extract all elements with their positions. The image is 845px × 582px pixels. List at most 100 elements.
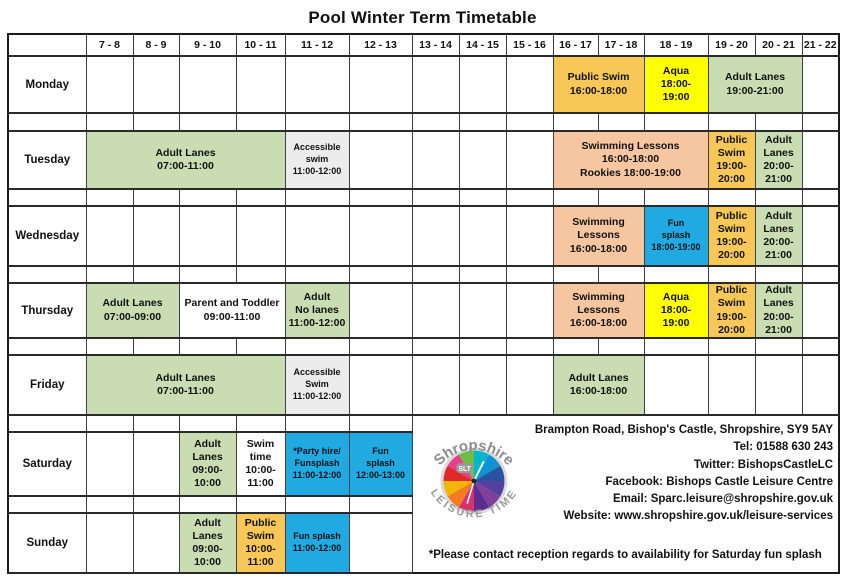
spacer-cell	[132, 265, 180, 284]
time-header: 16 - 17	[552, 33, 599, 57]
footnote: *Please contact reception regards to ava…	[428, 549, 822, 561]
empty-cell	[284, 205, 350, 267]
spacer-cell	[85, 188, 134, 207]
spacer-cell	[132, 495, 180, 514]
spacer-cell	[801, 188, 840, 207]
spacer-cell	[178, 112, 237, 132]
spacer-cell	[235, 495, 286, 514]
contact-website: Website: www.shropshire.gov.uk/leisure-s…	[563, 510, 834, 523]
spacer-cell	[597, 337, 645, 356]
empty-cell	[505, 55, 554, 114]
empty-cell	[132, 55, 180, 114]
time-header: 10 - 11	[235, 33, 286, 57]
spacer-cell	[85, 414, 134, 433]
spacer-cell	[801, 337, 840, 356]
spacer-cell	[458, 265, 507, 284]
empty-cell	[132, 205, 180, 267]
empty-cell	[348, 354, 413, 416]
spacer-cell	[235, 265, 286, 284]
empty-cell	[411, 55, 460, 114]
spacer-cell	[178, 414, 237, 433]
spacer-cell	[643, 265, 709, 284]
spacer-cell	[7, 265, 87, 284]
spacer-cell	[284, 337, 350, 356]
time-header: 18 - 19	[643, 33, 709, 57]
time-header: 15 - 16	[505, 33, 554, 57]
spacer-cell	[348, 112, 413, 132]
spacer-cell	[411, 112, 460, 132]
empty-cell	[458, 282, 507, 339]
empty-cell	[707, 354, 756, 416]
spacer-cell	[178, 265, 237, 284]
empty-cell	[235, 55, 286, 114]
spacer-cell	[7, 188, 87, 207]
empty-cell	[458, 354, 507, 416]
spacer-cell	[7, 337, 87, 356]
time-header: 17 - 18	[597, 33, 645, 57]
spacer-cell	[7, 414, 87, 433]
event-cell: Adult Lanes 20:00- 21:00	[754, 205, 803, 267]
event-cell: Adult Lanes 07:00-11:00	[85, 354, 286, 416]
contact-facebook: Facebook: Bishops Castle Leisure Centre	[605, 475, 833, 488]
spacer-cell	[643, 112, 709, 132]
spacer-cell	[801, 112, 840, 132]
empty-cell	[458, 205, 507, 267]
event-cell: Swimming Lessons 16:00-18:00 Rookies 18:…	[552, 130, 709, 190]
spacer-cell	[707, 337, 756, 356]
event-cell: Swim time 10:00- 11:00	[235, 431, 286, 497]
day-label: Sunday	[7, 512, 87, 574]
day-label: Monday	[7, 55, 87, 114]
event-cell: *Party hire/ Funsplash 11:00-12:00	[284, 431, 350, 497]
empty-cell	[132, 431, 180, 497]
spacer-cell	[85, 495, 134, 514]
empty-cell	[505, 205, 554, 267]
corner-cell	[7, 33, 87, 57]
event-cell: Swimming Lessons 16:00-18:00	[552, 205, 645, 267]
empty-cell	[348, 205, 413, 267]
spacer-cell	[754, 112, 803, 132]
spacer-cell	[7, 495, 87, 514]
time-header: 20 - 21	[754, 33, 803, 57]
spacer-cell	[235, 188, 286, 207]
empty-cell	[458, 55, 507, 114]
spacer-cell	[132, 188, 180, 207]
spacer-cell	[707, 112, 756, 132]
spacer-cell	[754, 188, 803, 207]
spacer-cell	[707, 265, 756, 284]
day-label: Saturday	[7, 431, 87, 497]
spacer-cell	[284, 265, 350, 284]
empty-cell	[505, 130, 554, 190]
empty-cell	[235, 205, 286, 267]
day-label: Thursday	[7, 282, 87, 339]
event-cell: Accessible swim 11:00-12:00	[284, 130, 350, 190]
spacer-cell	[411, 337, 460, 356]
contact-info: Brampton Road, Bishop's Castle, Shropshi…	[535, 422, 833, 526]
spacer-cell	[348, 414, 413, 433]
spacer-cell	[348, 495, 413, 514]
event-cell: Fun splash 11:00-12:00	[284, 512, 350, 574]
event-cell: Aqua 18:00- 19:00	[643, 55, 709, 114]
empty-cell	[801, 205, 840, 267]
time-header: 9 - 10	[178, 33, 237, 57]
logo-slt-text: SLT	[458, 466, 471, 473]
event-cell: Accessible Swim 11:00-12:00	[284, 354, 350, 416]
day-label: Friday	[7, 354, 87, 416]
empty-cell	[178, 205, 237, 267]
time-header: 8 - 9	[132, 33, 180, 57]
event-cell: Adult Lanes 07:00-09:00	[85, 282, 180, 339]
empty-cell	[505, 354, 554, 416]
empty-cell	[411, 130, 460, 190]
spacer-cell	[284, 414, 350, 433]
spacer-cell	[505, 337, 554, 356]
spacer-cell	[132, 337, 180, 356]
spacer-cell	[597, 265, 645, 284]
spacer-cell	[552, 265, 599, 284]
contact-address: Brampton Road, Bishop's Castle, Shropshi…	[534, 424, 833, 436]
spacer-cell	[235, 337, 286, 356]
contact-tel: Tel: 01588 630 243	[733, 441, 833, 454]
event-cell: Adult Lanes 09:00- 10:00	[178, 512, 237, 574]
spacer-cell	[85, 265, 134, 284]
spacer-cell	[235, 414, 286, 433]
spacer-cell	[132, 112, 180, 132]
